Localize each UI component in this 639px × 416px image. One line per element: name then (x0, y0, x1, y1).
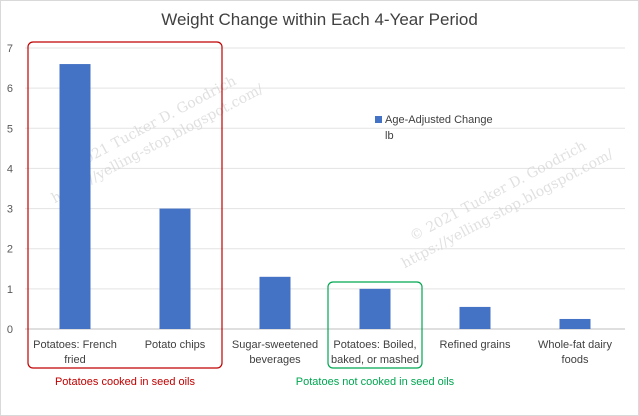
y-tick-label: 2 (7, 244, 13, 256)
watermark-group: © 2021 Tucker D. Goodrichhttps://yelling… (49, 73, 616, 272)
annotation-box (327, 281, 423, 369)
annotation-box (27, 41, 223, 369)
annotation-boxes (27, 41, 423, 369)
bar (459, 306, 491, 329)
category-label: Potato chips (145, 339, 206, 351)
category-label: Potatoes: Boiled, baked, or mashed (331, 339, 419, 366)
chart-title: Weight Change within Each 4-Year Period (161, 10, 478, 29)
category-label: Whole-fat dairy foods (538, 339, 612, 366)
annotation-label-no-seed-oils: Potatoes not cooked in seed oils (295, 376, 455, 388)
legend: Age-Adjusted Change lb (375, 114, 493, 142)
category-labels: Potatoes: French fried Potato chips Sugar-s… (33, 339, 612, 366)
y-tick-label: 7 (7, 43, 13, 55)
y-tick-label: 6 (7, 83, 13, 95)
bar (159, 208, 191, 329)
category-label: Potatoes: French fried (33, 339, 117, 366)
annotation-label-seed-oils: Potatoes cooked in seed oils (54, 376, 196, 388)
gridlines (25, 47, 625, 330)
y-tick-label: 0 (7, 324, 13, 336)
bar (559, 318, 591, 329)
legend-swatch (375, 116, 382, 123)
y-tick-label: 1 (7, 284, 13, 296)
watermark: © 2021 Tucker D. Goodrichhttps://yelling… (399, 138, 616, 272)
y-tick-label: 3 (7, 204, 13, 216)
bar (59, 64, 91, 330)
category-label: Sugar-sweetened beverages (232, 339, 318, 366)
y-tick-label: 5 (7, 123, 13, 135)
bar (359, 288, 391, 329)
watermark-line: © 2021 Tucker D. Goodrich (407, 138, 589, 245)
bars (59, 64, 591, 330)
y-tick-label: 4 (7, 163, 13, 175)
bar (259, 276, 291, 329)
y-tick-labels: 0 1 2 3 4 5 6 7 (7, 43, 13, 336)
category-label: Refined grains (440, 339, 511, 351)
legend-label: Age-Adjusted Change lb (385, 114, 493, 142)
